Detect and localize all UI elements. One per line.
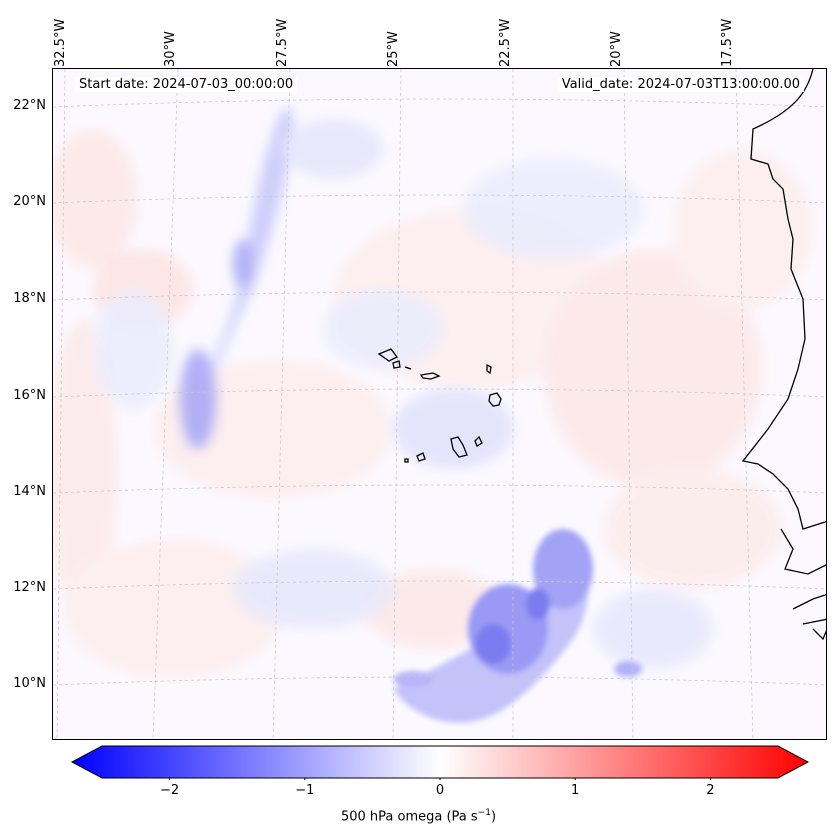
lon-label-27-5w: 27.5°W (275, 18, 290, 67)
colorbar-gradient (70, 745, 810, 779)
positive-omega-areas (53, 129, 813, 679)
colorbar-tick-label: 1 (571, 783, 580, 798)
colorbar-label: 500 hPa omega (Pa s−1) (0, 808, 837, 824)
lon-label-22-5w: 22.5°W (498, 18, 513, 67)
colorbar-label-prefix: 500 hPa omega (Pa s (340, 809, 478, 825)
lon-label-20w: 20°W (609, 31, 624, 67)
colorbar-tick-label: 0 (435, 783, 445, 798)
lat-label-18n: 18°N (13, 291, 46, 306)
start-date-label: Start date: 2024-07-03_00:00:00 (75, 77, 298, 92)
colorbar-label-exponent: −1 (477, 808, 491, 818)
coastline-africa (741, 69, 826, 641)
map-panel: Start date: 2024-07-03_00:00:00 Valid_da… (52, 68, 827, 740)
negative-omega-areas (93, 109, 713, 669)
colorbar (70, 745, 810, 780)
colorbar-tick-label: −2 (160, 783, 180, 798)
lat-label-12n: 12°N (13, 580, 46, 595)
lat-label-20n: 20°N (13, 194, 46, 209)
lon-label-17-5w: 17.5°W (720, 18, 735, 67)
lat-label-14n: 14°N (13, 484, 46, 499)
valid-date-label: Valid_date: 2024-07-03T13:00:00.00 (557, 77, 804, 92)
lon-label-25w: 25°W (386, 31, 401, 67)
lat-label-16n: 16°N (13, 388, 46, 403)
cape-verde-islands (377, 348, 502, 463)
graticule (53, 69, 826, 739)
lon-label-32-5w: 32.5°W (53, 18, 68, 67)
lat-label-10n: 10°N (13, 676, 46, 691)
colorbar-tick-label: 2 (706, 783, 715, 798)
convective-band (393, 529, 642, 723)
lon-label-30w: 30°W (163, 31, 178, 67)
omega-field (53, 69, 826, 739)
colorbar-label-suffix: ) (490, 809, 497, 825)
lat-label-22n: 22°N (13, 98, 46, 113)
colorbar-tick-label: −1 (295, 783, 315, 798)
